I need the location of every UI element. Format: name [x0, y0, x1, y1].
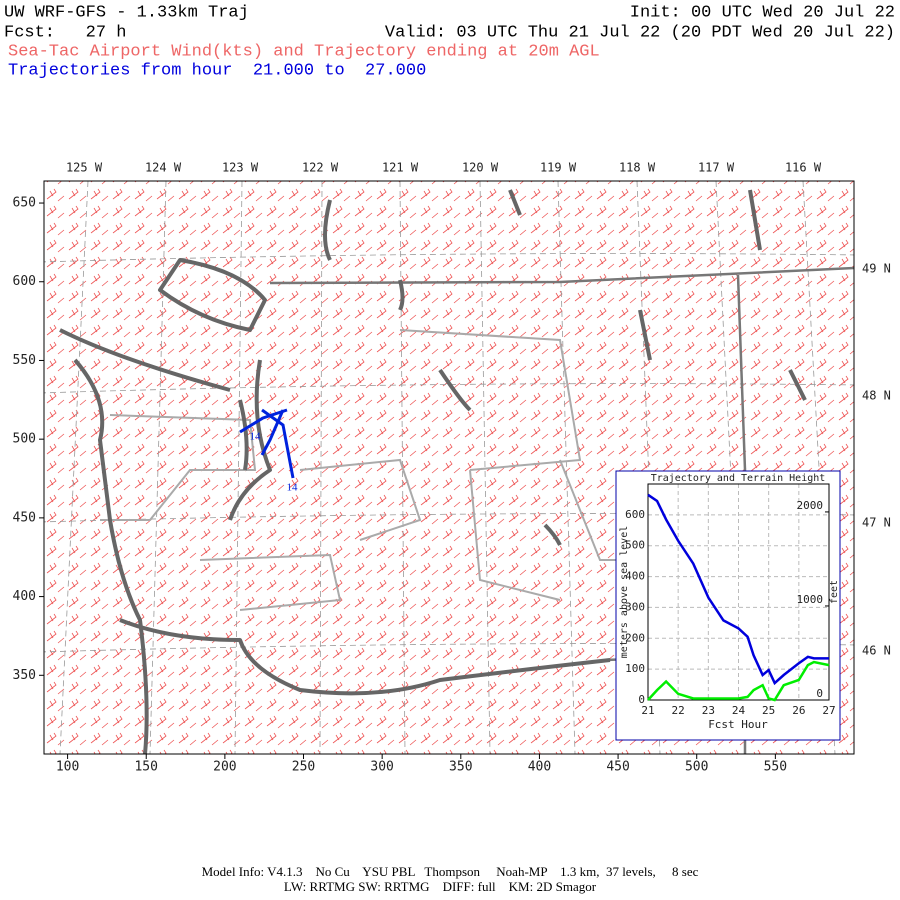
x-tick-label: 250 [292, 760, 315, 775]
lat-label: 49 N [862, 262, 891, 276]
lat-label: 47 N [862, 516, 891, 530]
x-tick-label: 24 [732, 704, 746, 717]
plot-frame [647, 483, 830, 701]
columbia-river [119, 618, 611, 696]
trajectories [239, 408, 295, 479]
y-tick-label: 400 [13, 589, 36, 604]
x-tick-label: 23 [702, 704, 715, 717]
lon-label: 121 W [382, 161, 419, 175]
trajectory-label: 14 [250, 431, 262, 443]
y-tick-label: 600 [625, 508, 645, 521]
y-tick-label: 100 [625, 662, 645, 675]
physics-info: LW: RRTMG SW: RRTMG DIFF: full KM: 2D Sm… [284, 879, 597, 894]
x-tick-label: 22 [672, 704, 685, 717]
lat-label: 48 N [862, 389, 891, 403]
y2-tick-label: 0 [816, 687, 823, 700]
lat-label: 46 N [862, 644, 891, 658]
y-tick-label: 550 [13, 353, 36, 368]
model-info: Model Info: V4.1.3 No Cu YSU PBL Thompso… [202, 864, 699, 879]
lon-label: 118 W [619, 161, 656, 175]
coast [59, 328, 231, 754]
y-tick-label: 500 [13, 432, 36, 447]
x-tick-label: 350 [449, 760, 472, 775]
border [269, 266, 854, 285]
valid-time: Valid: 03 UTC Thu 21 Jul 22 (20 PDT Wed … [385, 23, 895, 42]
model-title: UW WRF-GFS - 1.33km Traj [4, 3, 249, 22]
y-tick-label: 200 [625, 631, 645, 644]
lon-label: 120 W [462, 161, 499, 175]
lon-label: 122 W [302, 161, 339, 175]
trajectory [260, 409, 285, 456]
x-tick-label: 550 [764, 760, 787, 775]
x-tick-label: 150 [134, 760, 157, 775]
x-tick-label: 25 [762, 704, 775, 717]
y-tick-label: 450 [13, 510, 36, 525]
lon-label: 123 W [222, 161, 259, 175]
map-frame [43, 180, 855, 755]
trajectory [261, 408, 295, 479]
puget-sound [228, 359, 272, 521]
init-time: Init: 00 UTC Wed 20 Jul 22 [630, 3, 895, 22]
coastline [59, 189, 807, 754]
x-tick-label: 26 [792, 704, 805, 717]
y-tick-label: 350 [13, 668, 36, 683]
inset-y-label: meters above sea level [619, 526, 630, 658]
x-tick-label: 300 [370, 760, 393, 775]
y-tick-label: 300 [625, 600, 645, 613]
trajectory-range: Trajectories from hour 21.000 to 27.000 [8, 61, 426, 80]
y-tick-label: 600 [13, 274, 36, 289]
series-line [647, 660, 830, 702]
subtitle: Sea-Tac Airport Wind(kts) and Trajectory… [8, 42, 600, 61]
map-body [44, 181, 854, 754]
y-tick-label: 0 [638, 693, 645, 706]
forecast-hour: Fcst: 27 h [4, 23, 126, 42]
vancouver-island [158, 258, 267, 332]
y-tick-label: 650 [13, 196, 36, 211]
x-tick-label: 21 [641, 704, 654, 717]
lat-line [44, 253, 854, 263]
x-tick-label: 200 [213, 760, 236, 775]
series-line [647, 493, 829, 686]
x-tick-label: 100 [56, 760, 79, 775]
inset-x-label: Fcst Hour [708, 718, 768, 731]
x-tick-label: 27 [822, 704, 835, 717]
x-tick-label: 400 [528, 760, 551, 775]
lon-label: 119 W [540, 161, 577, 175]
inset-title: Trajectory and Terrain Height [651, 473, 826, 484]
county-borders [100, 329, 650, 611]
lon-label: 116 W [785, 161, 822, 175]
y-tick-label: 400 [625, 570, 645, 583]
x-tick-label: 500 [685, 760, 708, 775]
trajectory [239, 408, 288, 434]
y2-tick-label: 2000 [797, 499, 824, 512]
trajectory-label: 14 [287, 482, 299, 494]
lon-label: 117 W [698, 161, 735, 175]
x-tick-label: 450 [606, 760, 629, 775]
inset-y2-label: feet [829, 580, 840, 604]
lakes [323, 189, 807, 546]
lon-label: 125 W [66, 161, 103, 175]
y2-tick-label: 1000 [797, 593, 824, 606]
lon-label: 124 W [145, 161, 182, 175]
y-tick-label: 500 [625, 539, 645, 552]
